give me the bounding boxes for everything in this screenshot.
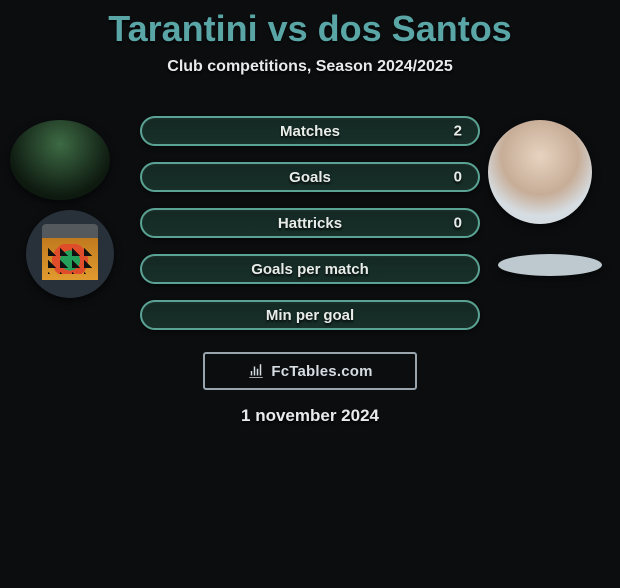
right-player-avatar bbox=[488, 120, 592, 224]
stat-label: Goals per match bbox=[251, 261, 369, 278]
stat-value: 0 bbox=[454, 215, 462, 232]
stat-label: Min per goal bbox=[266, 307, 354, 324]
watermark-text: FcTables.com bbox=[271, 363, 372, 380]
stat-value: 2 bbox=[454, 123, 462, 140]
comparison-stage: Matches 2 Goals 0 Hattricks 0 Goals per … bbox=[0, 106, 620, 446]
shield-icon bbox=[42, 224, 98, 284]
date-line: 1 november 2024 bbox=[0, 406, 620, 426]
page-title: Tarantini vs dos Santos bbox=[0, 8, 620, 50]
stat-row-goals-per-match: Goals per match bbox=[140, 254, 480, 284]
right-club-crest bbox=[498, 254, 602, 276]
stat-bars: Matches 2 Goals 0 Hattricks 0 Goals per … bbox=[140, 116, 480, 346]
stat-row-min-per-goal: Min per goal bbox=[140, 300, 480, 330]
left-player-avatar bbox=[10, 120, 110, 200]
stat-label: Goals bbox=[289, 169, 331, 186]
stat-value: 0 bbox=[454, 169, 462, 186]
stat-row-goals: Goals 0 bbox=[140, 162, 480, 192]
left-club-crest bbox=[26, 210, 114, 298]
stat-row-hattricks: Hattricks 0 bbox=[140, 208, 480, 238]
bar-chart-icon bbox=[247, 362, 265, 380]
watermark-badge: FcTables.com bbox=[203, 352, 417, 390]
page-subtitle: Club competitions, Season 2024/2025 bbox=[0, 58, 620, 76]
stat-label: Matches bbox=[280, 123, 340, 140]
stat-row-matches: Matches 2 bbox=[140, 116, 480, 146]
stat-label: Hattricks bbox=[278, 215, 342, 232]
